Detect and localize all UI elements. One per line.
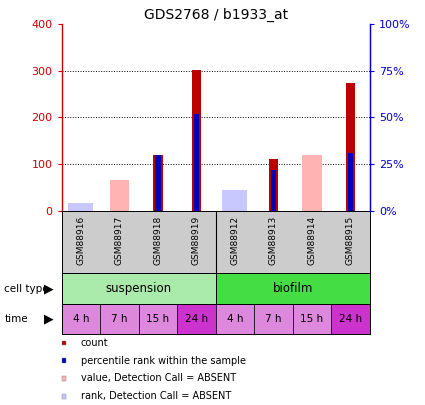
Text: GSM88915: GSM88915 — [346, 215, 355, 265]
Bar — [110, 180, 129, 211]
Bar — [177, 304, 215, 334]
Text: ▶: ▶ — [44, 282, 54, 295]
Text: GSM88918: GSM88918 — [153, 215, 162, 265]
Bar — [155, 155, 161, 211]
Text: GSM88919: GSM88919 — [192, 215, 201, 265]
Title: GDS2768 / b1933_at: GDS2768 / b1933_at — [144, 8, 288, 22]
Bar — [302, 155, 322, 211]
Bar — [192, 70, 201, 211]
Bar — [215, 273, 370, 304]
Text: 4 h: 4 h — [73, 314, 89, 324]
Bar — [62, 304, 100, 334]
Text: time: time — [4, 314, 28, 324]
Bar — [139, 304, 177, 334]
Text: 24 h: 24 h — [339, 314, 362, 324]
Text: percentile rank within the sample: percentile rank within the sample — [81, 356, 246, 366]
Bar — [68, 203, 94, 211]
Text: GSM88916: GSM88916 — [76, 215, 85, 265]
Bar — [254, 304, 293, 334]
Text: value, Detection Call = ABSENT: value, Detection Call = ABSENT — [81, 373, 236, 384]
Text: 24 h: 24 h — [185, 314, 208, 324]
Text: ▶: ▶ — [44, 312, 54, 326]
Text: GSM88912: GSM88912 — [230, 215, 239, 265]
Bar — [293, 304, 331, 334]
Bar — [153, 155, 163, 211]
Text: 7 h: 7 h — [111, 314, 128, 324]
Bar — [225, 192, 244, 211]
Text: 7 h: 7 h — [265, 314, 282, 324]
Bar — [271, 170, 276, 211]
Text: GSM88913: GSM88913 — [269, 215, 278, 265]
Bar — [348, 153, 353, 211]
Bar — [269, 160, 278, 211]
Text: rank, Detection Call = ABSENT: rank, Detection Call = ABSENT — [81, 391, 231, 401]
Text: GSM88914: GSM88914 — [307, 215, 317, 265]
Bar — [346, 83, 355, 211]
Bar — [62, 273, 215, 304]
Bar — [215, 304, 254, 334]
Text: 15 h: 15 h — [146, 314, 170, 324]
Bar — [193, 114, 199, 211]
Bar — [222, 190, 247, 211]
Text: count: count — [81, 338, 108, 348]
Text: GSM88917: GSM88917 — [115, 215, 124, 265]
Bar — [331, 304, 370, 334]
Bar — [100, 304, 139, 334]
Text: cell type: cell type — [4, 284, 49, 294]
Text: biofilm: biofilm — [272, 282, 313, 295]
Text: 15 h: 15 h — [300, 314, 323, 324]
Text: 4 h: 4 h — [227, 314, 243, 324]
Bar — [71, 205, 91, 211]
Text: suspension: suspension — [105, 282, 172, 295]
